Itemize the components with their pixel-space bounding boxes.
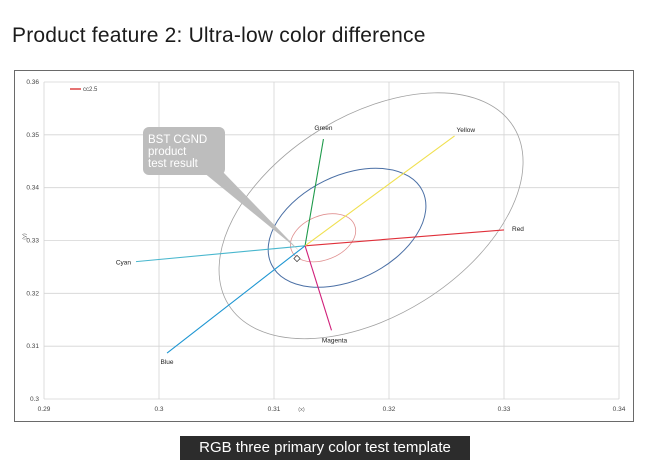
measured-point-marker	[293, 254, 301, 263]
x-tick-label: 0.33	[498, 406, 511, 413]
blue-ray	[166, 245, 306, 354]
magenta-ray-label: Magenta	[322, 337, 348, 344]
chart-frame: BST CGND product test result 0.29 0.3 0.31 0.…	[14, 70, 634, 422]
annotation-text-line: product	[148, 146, 187, 158]
green-ray	[304, 138, 324, 246]
tolerance-ellipse	[267, 167, 427, 288]
legend-label: cc2.5	[83, 87, 98, 93]
cc2.5-tolerance-ellipse	[290, 213, 357, 263]
ray-layer	[135, 135, 505, 354]
y-axis-label: (y)	[22, 233, 28, 240]
cyan-ray	[135, 245, 306, 263]
green-ray-label: Green	[314, 125, 332, 132]
y-tick-label: 0.35	[26, 132, 39, 139]
y-tick-label: 0.34	[26, 185, 39, 192]
red-ray-label: Red	[512, 226, 524, 233]
y-tick-label: 0.32	[26, 290, 39, 297]
annotation-text-line: test result	[148, 158, 199, 170]
y-tick-label: 0.3	[30, 396, 39, 403]
tolerance-ellipse	[218, 92, 524, 340]
y-tick-label: 0.33	[26, 238, 39, 245]
x-tick-label: 0.34	[613, 406, 626, 413]
label-layer: 0.29 0.3 0.31 0.32 0.33 0.34 0.3 0.31 0.32 0.33 0.…	[22, 79, 626, 413]
magenta-ray	[304, 245, 333, 331]
yellow-ray-label: Yellow	[457, 127, 476, 134]
annotation-text-line: BST CGND	[148, 134, 207, 146]
page-title: Product feature 2: Ultra-low color diffe…	[12, 24, 426, 47]
grid-layer	[43, 81, 620, 400]
x-axis-label: (x)	[298, 407, 305, 413]
ellipse-layer	[218, 92, 524, 340]
chart-caption: RGB three primary color test template	[180, 436, 470, 460]
x-tick-label: 0.31	[268, 406, 281, 413]
y-tick-label: 0.36	[26, 79, 39, 86]
blue-ray-label: Blue	[161, 359, 174, 366]
red-ray	[305, 229, 505, 247]
yellow-ray	[304, 135, 455, 247]
annotation-box	[143, 127, 225, 175]
cyan-ray-label: Cyan	[116, 260, 132, 267]
x-tick-label: 0.29	[38, 406, 51, 413]
y-tick-label: 0.31	[26, 343, 39, 350]
x-tick-label: 0.3	[154, 406, 163, 413]
annotation-pointer	[203, 172, 299, 251]
x-tick-label: 0.32	[383, 406, 396, 413]
